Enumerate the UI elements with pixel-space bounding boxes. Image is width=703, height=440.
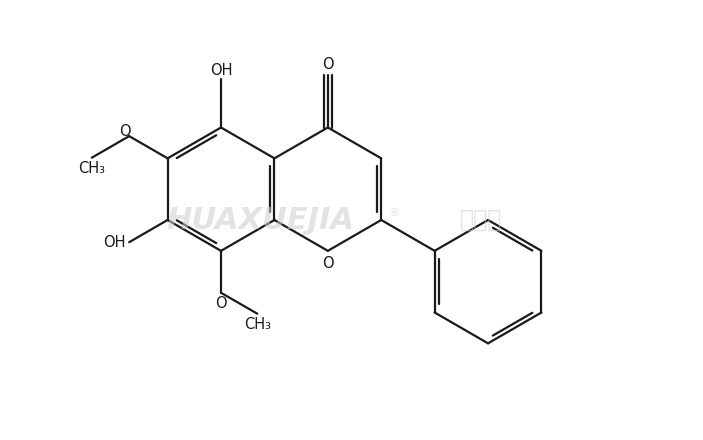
Text: OH: OH bbox=[209, 62, 232, 77]
Text: ®: ® bbox=[388, 209, 399, 219]
Text: OH: OH bbox=[103, 235, 126, 250]
Text: 化学加: 化学加 bbox=[460, 208, 502, 232]
Text: HUAXUEJIA: HUAXUEJIA bbox=[167, 205, 355, 235]
Text: O: O bbox=[322, 256, 334, 271]
Text: CH₃: CH₃ bbox=[78, 161, 105, 176]
Text: O: O bbox=[322, 57, 334, 72]
Text: O: O bbox=[119, 124, 130, 139]
Text: O: O bbox=[215, 296, 227, 311]
Text: CH₃: CH₃ bbox=[244, 317, 271, 332]
